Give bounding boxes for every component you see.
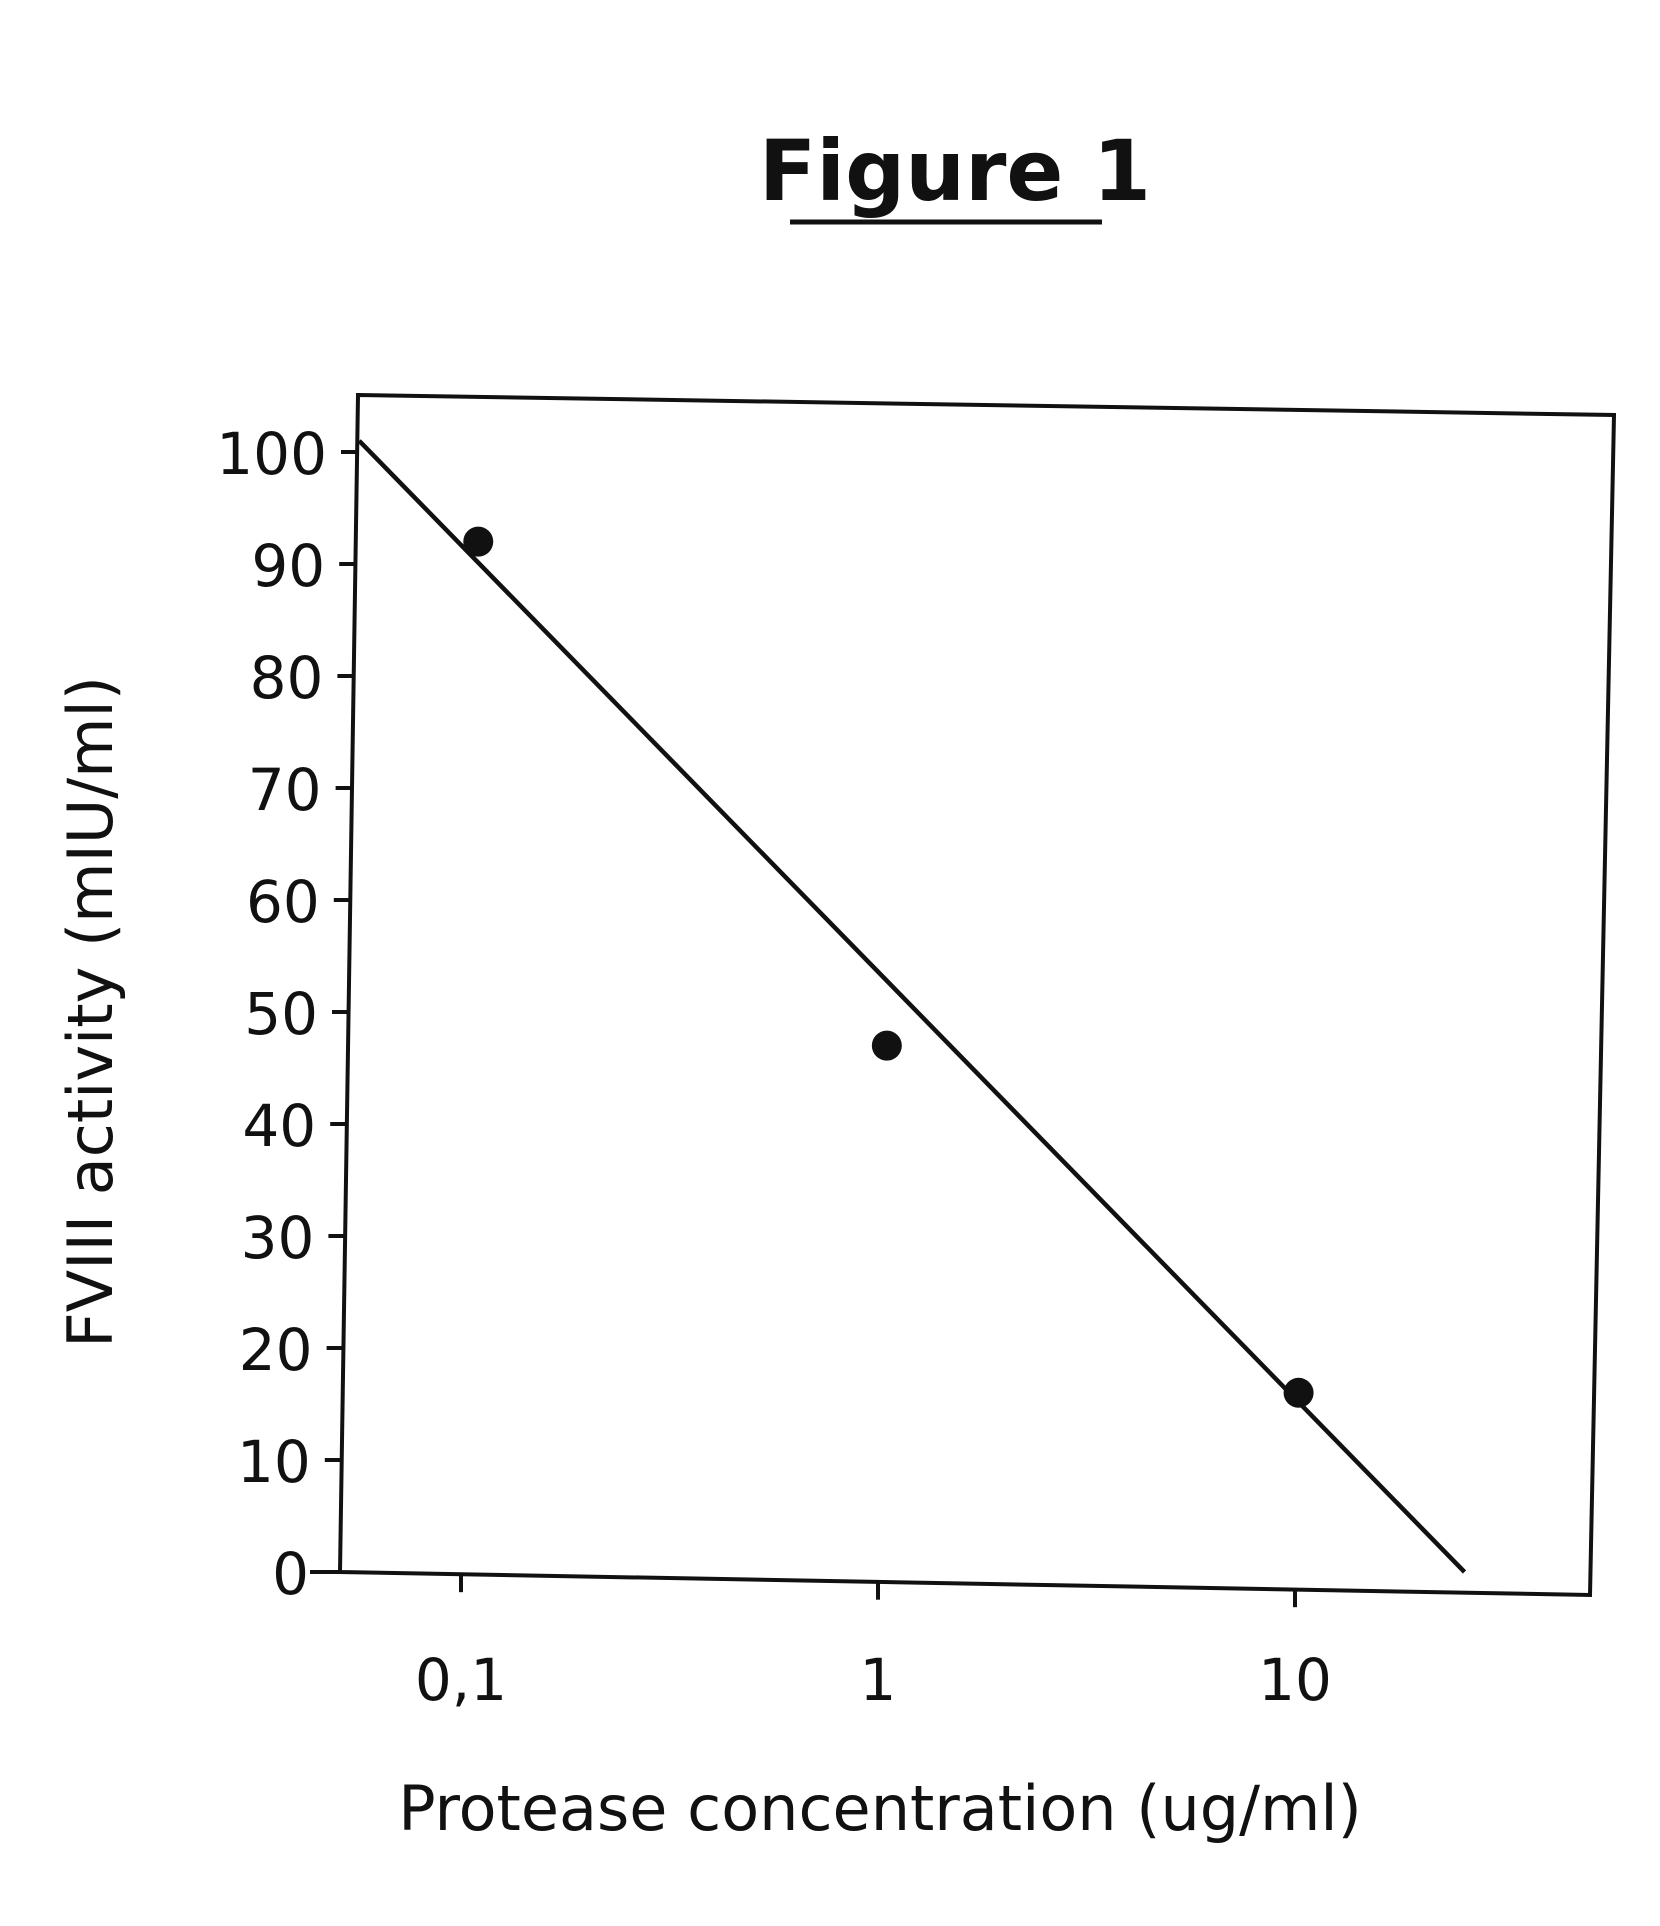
x-axis: 0,1 1 10 (310, 1572, 1332, 1714)
x-tick-label: 10 (1258, 1646, 1332, 1714)
y-tick-label: 0 (272, 1540, 309, 1608)
y-tick-label: 40 (242, 1092, 316, 1160)
chart-title: Figure 1 (759, 122, 1151, 220)
x-axis-label: Protease concentration (ug/ml) (398, 1772, 1362, 1845)
plot-area (359, 441, 1464, 1572)
y-tick-label: 60 (246, 868, 320, 936)
y-tick-label: 20 (239, 1316, 313, 1384)
y-tick-label: 90 (251, 532, 325, 600)
y-tick-label: 50 (244, 980, 318, 1048)
y-tick-label: 70 (248, 756, 322, 824)
y-axis: 0 10 20 30 40 50 60 70 80 90 100 (216, 420, 357, 1608)
plot-frame (340, 395, 1614, 1595)
data-point (872, 1031, 902, 1061)
y-tick-label: 30 (241, 1204, 315, 1272)
y-tick-label: 10 (237, 1428, 311, 1496)
y-axis-label: FVIII activity (mIU/ml) (54, 676, 127, 1348)
x-tick-label: 0,1 (415, 1646, 507, 1714)
fit-line (359, 441, 1464, 1572)
x-tick-label: 1 (860, 1646, 897, 1714)
y-tick-label: 100 (216, 420, 327, 488)
y-tick-label: 80 (250, 644, 324, 712)
